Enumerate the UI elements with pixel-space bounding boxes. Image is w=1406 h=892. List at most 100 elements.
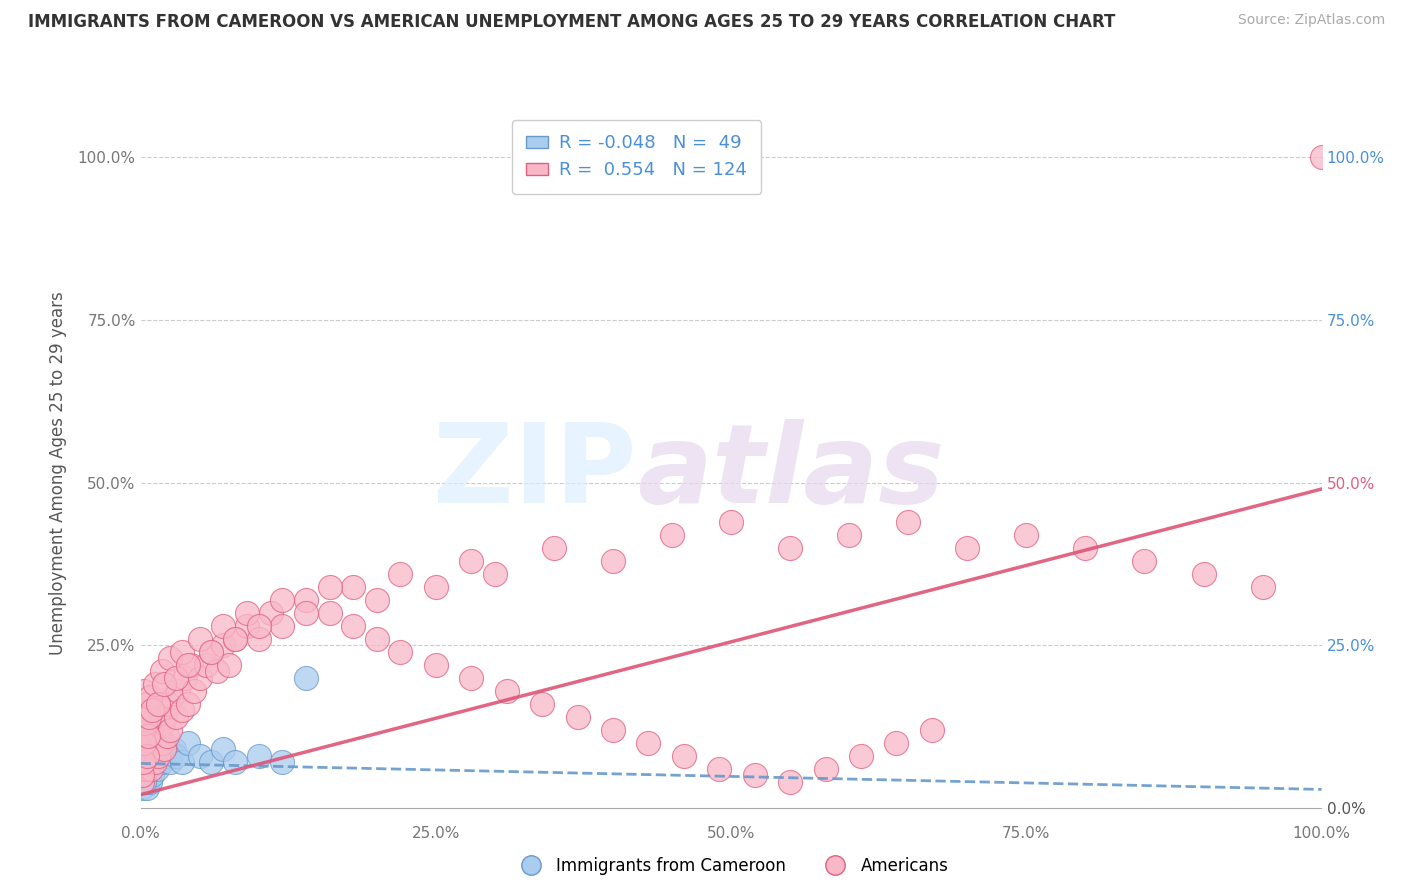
Point [484, 566, 506, 581]
Point [141, 736, 163, 750]
Point [177, 657, 200, 672]
Point [131, 774, 153, 789]
Point [897, 515, 920, 529]
Point [224, 755, 246, 769]
Point [134, 683, 156, 698]
Point [342, 618, 364, 632]
Point [135, 729, 157, 743]
Point [1015, 527, 1038, 541]
Point [131, 723, 153, 737]
Point [602, 723, 624, 737]
Point [1074, 541, 1097, 555]
Point [136, 723, 159, 737]
Point [136, 755, 159, 769]
Point [153, 677, 176, 691]
Point [131, 762, 153, 776]
Point [156, 697, 179, 711]
Point [131, 736, 153, 750]
Point [224, 632, 246, 646]
Point [150, 664, 173, 678]
Point [145, 729, 167, 743]
Point [138, 742, 160, 756]
Point [134, 768, 156, 782]
Point [132, 755, 155, 769]
Point [135, 781, 157, 796]
Text: ZIP: ZIP [433, 419, 637, 526]
Point [135, 748, 157, 763]
Point [460, 553, 482, 567]
Point [143, 755, 166, 769]
Point [143, 709, 166, 723]
Point [956, 541, 979, 555]
Point [138, 709, 160, 723]
Point [141, 748, 163, 763]
Point [148, 748, 170, 763]
Point [132, 723, 155, 737]
Point [138, 755, 160, 769]
Point [720, 515, 742, 529]
Point [134, 755, 156, 769]
Point [247, 632, 270, 646]
Point [425, 657, 447, 672]
Point [200, 644, 222, 658]
Point [141, 768, 163, 782]
Point [148, 729, 170, 743]
Point [224, 632, 246, 646]
Point [744, 768, 766, 782]
Point [200, 644, 222, 658]
Point [177, 736, 200, 750]
Point [132, 768, 155, 782]
Point [342, 580, 364, 594]
Point [425, 580, 447, 594]
Text: atlas: atlas [637, 419, 943, 526]
Point [174, 671, 197, 685]
Point [366, 632, 388, 646]
Point [132, 748, 155, 763]
Point [146, 762, 169, 776]
Point [159, 651, 181, 665]
Point [602, 553, 624, 567]
Point [1310, 150, 1333, 164]
Point [132, 774, 155, 789]
Point [886, 736, 908, 750]
Point [155, 709, 177, 723]
Point [709, 762, 731, 776]
Point [134, 774, 156, 789]
Point [183, 683, 205, 698]
Point [134, 742, 156, 756]
Point [236, 618, 259, 632]
Point [136, 716, 159, 731]
Point [134, 736, 156, 750]
Point [142, 748, 165, 763]
Point [131, 768, 153, 782]
Point [531, 697, 554, 711]
Point [188, 632, 211, 646]
Point [165, 748, 187, 763]
Text: Source: ZipAtlas.com: Source: ZipAtlas.com [1237, 13, 1385, 28]
Point [295, 592, 318, 607]
Point [134, 774, 156, 789]
Point [247, 618, 270, 632]
Point [212, 638, 235, 652]
Point [163, 742, 186, 756]
Point [165, 709, 187, 723]
Point [136, 748, 159, 763]
Point [672, 748, 695, 763]
Point [155, 748, 177, 763]
Point [132, 755, 155, 769]
Y-axis label: Unemployment Among Ages 25 to 29 years: Unemployment Among Ages 25 to 29 years [49, 291, 66, 655]
Point [1192, 566, 1215, 581]
Point [132, 736, 155, 750]
Point [188, 671, 211, 685]
Point [779, 541, 801, 555]
Point [143, 755, 166, 769]
Point [136, 729, 159, 743]
Point [145, 742, 167, 756]
Point [838, 527, 860, 541]
Point [567, 709, 589, 723]
Point [141, 716, 163, 731]
Point [318, 606, 340, 620]
Point [200, 755, 222, 769]
Point [170, 703, 193, 717]
Point [218, 657, 240, 672]
